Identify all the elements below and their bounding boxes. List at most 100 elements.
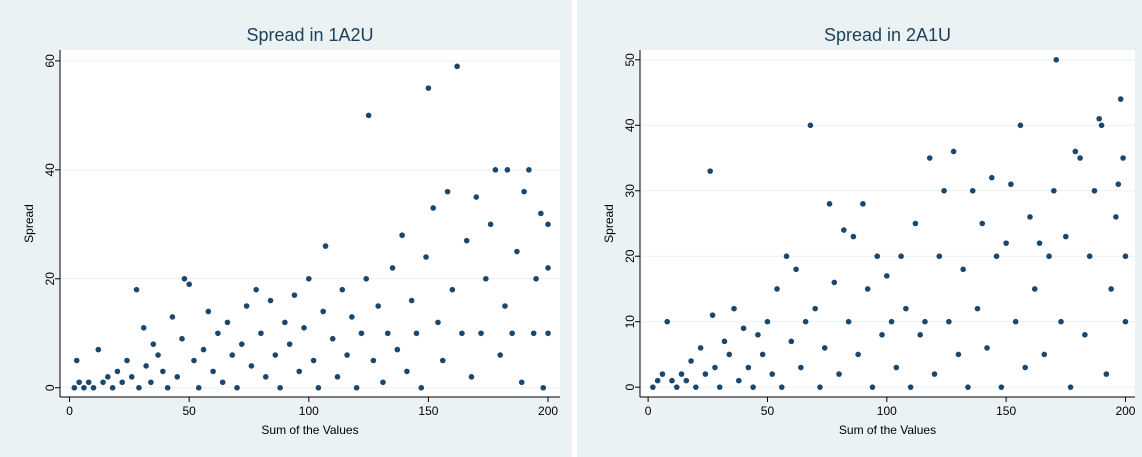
y-axis-title: Spread (22, 204, 36, 243)
scatter-point (248, 363, 255, 369)
scatter-point (1062, 233, 1069, 240)
scatter-point (998, 384, 1005, 390)
scatter-point (793, 266, 799, 273)
scatter-point (459, 330, 465, 337)
y-tick-label: 20 (43, 272, 57, 286)
scatter-point (509, 330, 515, 337)
scatter-point (404, 368, 410, 375)
scatter-point (917, 332, 923, 338)
scatter-point (365, 112, 372, 119)
scatter-point (502, 303, 508, 309)
scatter-point (380, 379, 386, 386)
scatter-point (205, 308, 212, 315)
scatter-point (358, 330, 365, 337)
scatter-point (105, 374, 111, 380)
scatter-point (262, 374, 269, 380)
scatter-point (950, 148, 957, 155)
scatter-point (845, 318, 852, 325)
scatter-point (315, 384, 322, 391)
scatter-point (322, 243, 329, 249)
scatter-point (353, 384, 360, 391)
scatter-point (960, 266, 966, 273)
scatter-point (688, 358, 694, 364)
scatter-point (755, 332, 761, 338)
scatter-point (320, 308, 326, 315)
scatter-point (984, 345, 990, 351)
scatter-point (669, 377, 675, 384)
scatter-point (210, 368, 216, 375)
scatter-point (334, 374, 341, 380)
scatter-point (349, 314, 355, 320)
scatter-point (1082, 332, 1088, 338)
y-tick-label: 60 (43, 54, 57, 68)
scatter-point (1117, 96, 1124, 102)
scatter-point (678, 371, 685, 377)
scatter-point (124, 357, 130, 364)
scatter-point (143, 363, 149, 369)
x-tick-label: 50 (183, 404, 197, 418)
scatter-point (841, 227, 847, 233)
scatter-point (394, 346, 401, 353)
scatter-point (802, 318, 809, 325)
scatter-point (745, 364, 752, 371)
scatter-point (912, 220, 919, 227)
chart-title: Spread in 2A1U (824, 25, 951, 45)
y-tick-label: 0 (43, 384, 57, 391)
chart-title: Spread in 1A2U (246, 25, 373, 45)
scatter-point (807, 122, 814, 129)
scatter-point (215, 330, 221, 337)
scatter-point (418, 384, 425, 391)
scatter-point (1086, 253, 1093, 260)
scatter-point (673, 384, 680, 390)
scatter-point (798, 364, 804, 371)
scatter-point (449, 286, 456, 293)
scatter-point (497, 352, 503, 358)
scatter-point (195, 384, 202, 391)
scatter-point (109, 384, 116, 391)
scatter-point (888, 318, 895, 325)
scatter-point (514, 248, 520, 255)
y-tick-label: 50 (623, 53, 637, 67)
scatter-point (148, 379, 154, 386)
scatter-point (413, 330, 420, 337)
scatter-point (533, 275, 539, 282)
scatter-point (71, 384, 78, 391)
scatter-point (114, 368, 121, 375)
scatter-point (425, 85, 432, 91)
scatter-point (375, 303, 381, 309)
scatter-point (712, 364, 718, 371)
scatter-point (664, 318, 671, 325)
scatter-point (90, 384, 97, 391)
scatter-point (955, 351, 962, 358)
scatter-point (650, 384, 656, 390)
x-axis-title: Sum of the Values (261, 423, 358, 437)
scatter-point (73, 357, 80, 364)
scatter-point (545, 330, 551, 337)
scatter-point (95, 346, 102, 353)
scatter-point (181, 275, 188, 282)
scatter-point (1022, 364, 1029, 371)
scatter-point (483, 275, 489, 282)
scatter-point (430, 205, 437, 211)
y-tick-label: 40 (623, 118, 637, 132)
x-tick-label: 100 (877, 404, 897, 418)
scatter-point (864, 286, 871, 292)
scatter-point (1003, 240, 1009, 246)
scatter-point (329, 335, 336, 342)
scatter-point (1096, 115, 1102, 122)
scatter-point (306, 275, 312, 282)
scatter-point (200, 346, 207, 353)
scatter-point (1113, 214, 1119, 220)
scatter-point (1091, 187, 1098, 194)
scatter-point (399, 232, 405, 239)
scatter-point (487, 221, 494, 228)
x-tick-label: 0 (645, 404, 652, 418)
y-tick-label: 40 (43, 163, 57, 177)
scatter-point (826, 201, 833, 207)
scatter-point (1115, 181, 1122, 188)
scatter-point (783, 253, 790, 260)
scatter-point (726, 351, 733, 358)
y-tick-label: 0 (623, 384, 637, 391)
x-tick-label: 200 (1115, 404, 1135, 418)
scatter-point (518, 379, 525, 386)
